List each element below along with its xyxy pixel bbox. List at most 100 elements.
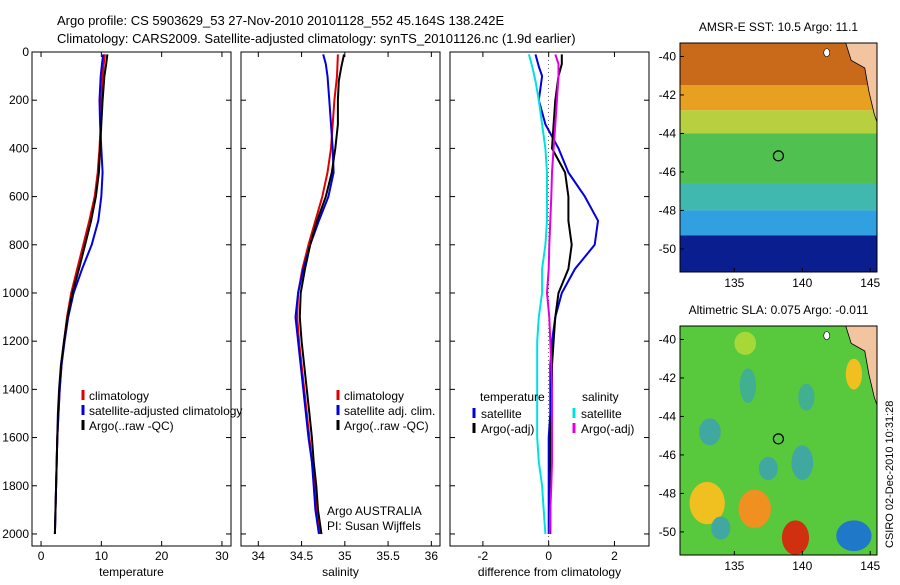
x-tick-label: 36 (425, 549, 439, 563)
y-tick-label: 1200 (2, 334, 29, 348)
map-frame (679, 325, 878, 556)
x-tick-label: 34 (252, 549, 266, 563)
legend-label: satellite (481, 407, 522, 421)
x-tick-label: 0 (545, 549, 552, 563)
legend-heading: temperature (480, 390, 545, 404)
y-tick-label: 1600 (2, 431, 29, 445)
sst-band (680, 183, 877, 211)
x-axis-label: salinity (322, 565, 359, 579)
legend-label: satellite (581, 407, 622, 421)
map-title: AMSR-E SST: 10.5 Argo: 11.1 (699, 20, 859, 34)
y-tick-label: -44 (659, 409, 677, 423)
sst-band (680, 43, 877, 86)
y-tick-label: -48 (659, 486, 677, 500)
map-title: Altimetric SLA: 0.075 Argo: -0.011 (689, 303, 869, 317)
legend-label: Argo(..raw -QC) (89, 419, 174, 433)
profile-panel-0: 0 10 20 30 0 200 400 600 800 1000 1200 1400 1600 1800… (2, 45, 242, 579)
x-tick-label: 35 (338, 549, 352, 563)
x-tick-label: -2 (478, 549, 489, 563)
map-field (680, 43, 877, 272)
y-tick-label: 1400 (2, 382, 29, 396)
sst-band (680, 235, 877, 272)
series-line-argo-raw-qc- (298, 54, 345, 535)
y-tick-label: -42 (659, 371, 677, 385)
series-line-satellite-adjusted-climatology (53, 54, 105, 535)
legend-label: Argo(..raw -QC) (344, 419, 429, 433)
float-position-marker (772, 150, 784, 162)
x-tick-label: 30 (215, 549, 229, 563)
sst-band (680, 85, 877, 111)
sla-anomaly-blob (734, 331, 757, 355)
y-tick-label: 1000 (2, 286, 29, 300)
series-line-argo-raw-qc- (53, 54, 109, 535)
x-tick-label: 145 (860, 276, 880, 290)
plot-frame (31, 51, 232, 547)
y-tick-label: 2000 (2, 527, 29, 541)
map-panel-3: 135 140 145 -40 -42 -44 -46 -48 -50 AMSR-E SST: 1… (659, 20, 881, 290)
x-tick-label: 2 (611, 549, 618, 563)
legend-label: Argo(-adj) (481, 422, 534, 436)
x-tick-label: 10 (95, 549, 109, 563)
island (823, 48, 831, 57)
profile-panel-1: 34 34.5 35 35.5 36 salinity climatologysatelli… (240, 51, 441, 579)
y-tick-label: -46 (659, 448, 677, 462)
legend-label: Argo(-adj) (581, 422, 634, 436)
y-tick-label: -40 (659, 49, 677, 63)
legend-label: satellite adj. clim. (344, 404, 435, 418)
y-tick-label: -50 (659, 525, 677, 539)
map-field (680, 326, 877, 555)
legend-heading: salinity (582, 390, 619, 404)
sla-anomaly-blob (739, 368, 757, 403)
x-tick-label: 135 (724, 276, 744, 290)
sla-anomaly-blob (781, 520, 810, 555)
sla-anomaly-blob (711, 516, 731, 540)
x-tick-label: 0 (38, 549, 45, 563)
side-timestamp: CSIRO 02-Dec-2010 10:31:28 (884, 401, 896, 548)
y-tick-label: 200 (9, 93, 29, 107)
x-tick-label: 135 (724, 559, 744, 573)
sla-anomaly-blob (689, 481, 725, 525)
series-line-climatology (53, 54, 106, 535)
y-tick-label: -48 (659, 203, 677, 217)
x-tick-label: 145 (860, 559, 880, 573)
x-tick-label: 140 (792, 276, 812, 290)
sla-anomaly-blob (699, 418, 721, 446)
profile-panel-2: -2 0 2 difference from climatology temperatu… (449, 51, 650, 579)
y-tick-label: -46 (659, 165, 677, 179)
y-tick-label: -40 (659, 332, 677, 346)
y-tick-label: -44 (659, 126, 677, 140)
y-tick-label: 1800 (2, 479, 29, 493)
y-tick-label: 0 (22, 45, 29, 59)
legend-label: climatology (344, 389, 404, 403)
sla-anomaly-blob (791, 445, 814, 480)
header-line-2: Climatology: CARS2009. Satellite-adjuste… (57, 31, 576, 46)
island (823, 331, 831, 340)
x-tick-label: 140 (792, 559, 812, 573)
y-tick-label: -42 (659, 88, 677, 102)
sst-band (680, 110, 877, 134)
float-annotation: PI: Susan Wijffels (327, 519, 421, 533)
y-tick-label: 600 (9, 190, 29, 204)
float-position-marker (772, 433, 784, 445)
x-tick-label: 34.5 (290, 549, 314, 563)
map-panel-4: 135 140 145 -40 -42 -44 -46 -48 -50 Altimetric SL… (659, 303, 881, 573)
sst-band (680, 210, 877, 236)
y-tick-label: 400 (9, 141, 29, 155)
x-tick-label: 35.5 (376, 549, 400, 563)
series-line-satellite-adj-clim- (294, 54, 335, 535)
sla-anomaly-blob (798, 383, 815, 411)
series-line-argo-adj- (549, 54, 573, 534)
series-line-argo-adj- (546, 54, 560, 535)
x-axis-label: difference from climatology (478, 565, 621, 579)
y-tick-label: 800 (9, 238, 29, 252)
sla-anomaly-blob (845, 358, 863, 390)
sla-anomaly-blob (836, 520, 872, 552)
legend-label: satellite-adjusted climatology (89, 404, 242, 418)
y-tick-label: -50 (659, 242, 677, 256)
series-line-satellite (527, 54, 548, 535)
sla-anomaly-blob (738, 489, 772, 529)
plot-frame (240, 51, 441, 547)
legend-label: climatology (89, 389, 149, 403)
